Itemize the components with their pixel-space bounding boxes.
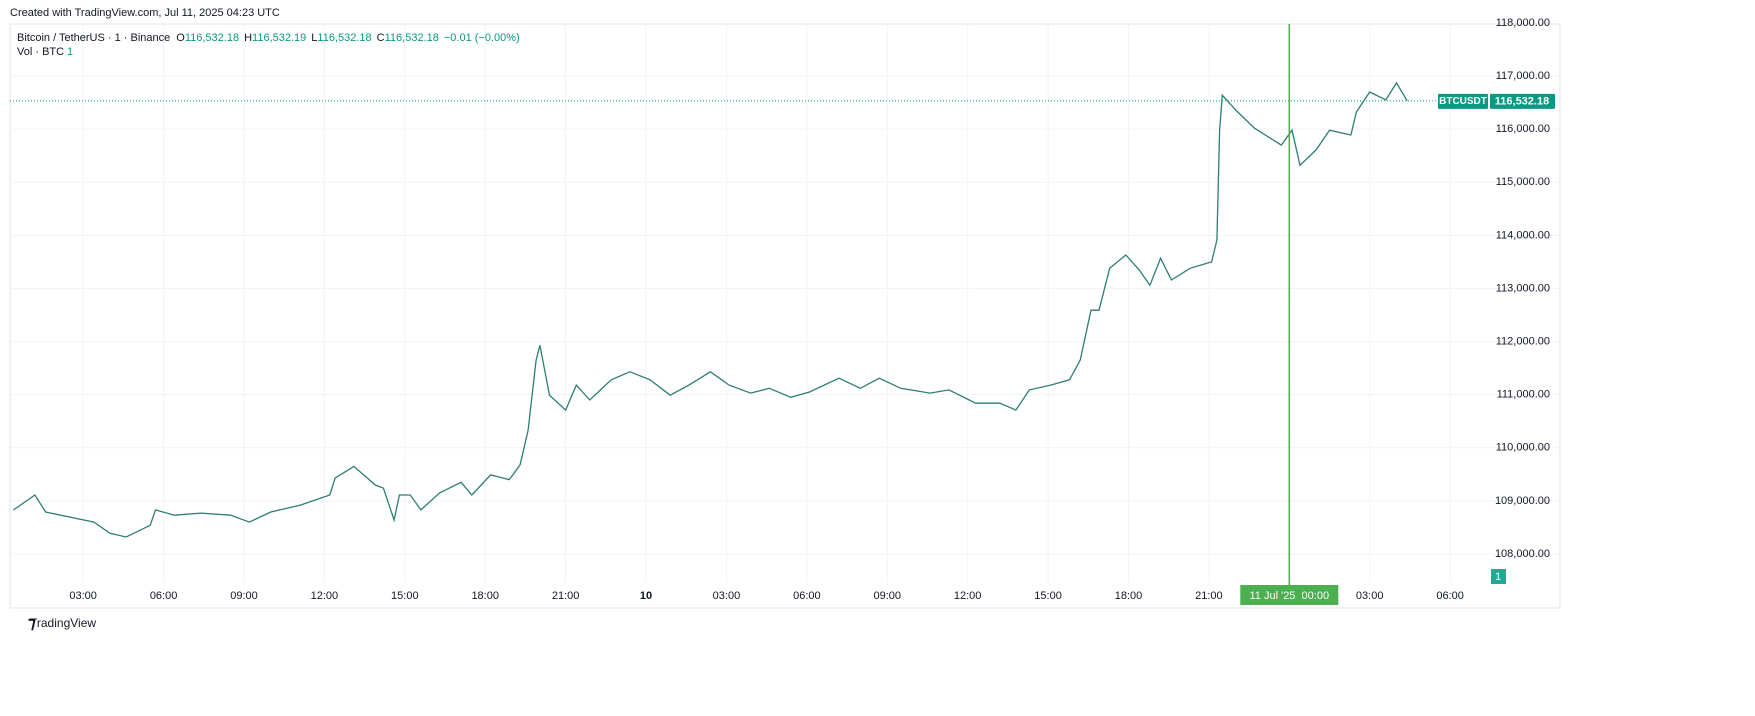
last-price-badge: [1490, 93, 1555, 109]
x-tick-label: 03:00: [69, 590, 97, 602]
logo: ⁊: [28, 615, 36, 632]
header: Created with TradingView.com, Jul 11, 20…: [10, 7, 280, 19]
h-value: 116,532.19: [252, 32, 306, 44]
x-tick-label: 15:00: [391, 590, 419, 602]
symbol-badge: [1438, 93, 1488, 109]
change: −0.01 (−0.00%): [444, 32, 520, 44]
y-tick-label: 113,000.00: [1496, 282, 1550, 294]
volume-value: 1: [67, 46, 73, 58]
price-line: [13, 81, 1408, 538]
x-tick-label: 03:00: [713, 590, 741, 602]
x-tick-label: 10: [640, 590, 652, 602]
crosshair-label: 11 Jul '25 00:00: [1250, 590, 1330, 602]
y-tick-label: 110,000.00: [1496, 442, 1550, 454]
y-tick-label: 109,000.00: [1495, 495, 1550, 507]
y-tick-label: 115,000.00: [1496, 176, 1550, 188]
x-tick-label: 12:00: [311, 590, 339, 602]
l-label: L: [311, 32, 317, 44]
y-tick-label: 108,000.00: [1495, 548, 1550, 560]
volume-badge-label: 1: [1495, 571, 1501, 583]
symbol-badge-label: BTCUSDT: [1439, 96, 1487, 107]
y-tick-label: 114,000.00: [1496, 229, 1550, 241]
o-label: O: [176, 32, 185, 44]
y-tick-label: 111,000.00: [1497, 389, 1550, 401]
x-tick-label: 18:00: [471, 590, 499, 602]
plot-frame: [9, 23, 1561, 609]
x-tick-label: 18:00: [1115, 590, 1143, 602]
x-tick-label: 06:00: [150, 590, 178, 602]
x-tick-label: 21:00: [552, 590, 580, 602]
y-tick-label: 112,000.00: [1496, 335, 1550, 347]
x-tick-label: 12:00: [954, 590, 982, 602]
x-tick-label: 21:00: [1195, 590, 1223, 602]
l-value: 116,532.18: [317, 32, 371, 44]
x-tick-label: 06:00: [793, 590, 821, 602]
volume-badge: [1491, 569, 1506, 584]
x-tick-label: 09:00: [230, 590, 258, 602]
legend: Bitcoin / TetherUS · 1 · Binance O 116,5…: [17, 32, 520, 58]
c-label: C: [377, 32, 385, 44]
x-tick-label: 09:00: [873, 590, 901, 602]
y-tick-label: 118,000.00: [1496, 17, 1550, 29]
y-tick-label: 117,000.00: [1496, 70, 1550, 82]
x-tick-label: 03:00: [1356, 590, 1384, 602]
volume-name: Vol · BTC: [17, 46, 64, 58]
h-label: H: [244, 32, 252, 44]
x-tick-label: 15:00: [1034, 590, 1062, 602]
y-tick-label: 116,000.00: [1496, 123, 1550, 135]
o-value: 116,532.18: [185, 32, 239, 44]
symbol: Bitcoin / TetherUS · 1 · Binance: [17, 32, 170, 44]
crosshair-badge: [1240, 585, 1339, 605]
last-price-label: 116,532.18: [1495, 95, 1549, 107]
c-value: 116,532.18: [385, 32, 439, 44]
footer: TradingView: [30, 616, 96, 630]
x-tick-label: 06:00: [1436, 590, 1464, 602]
